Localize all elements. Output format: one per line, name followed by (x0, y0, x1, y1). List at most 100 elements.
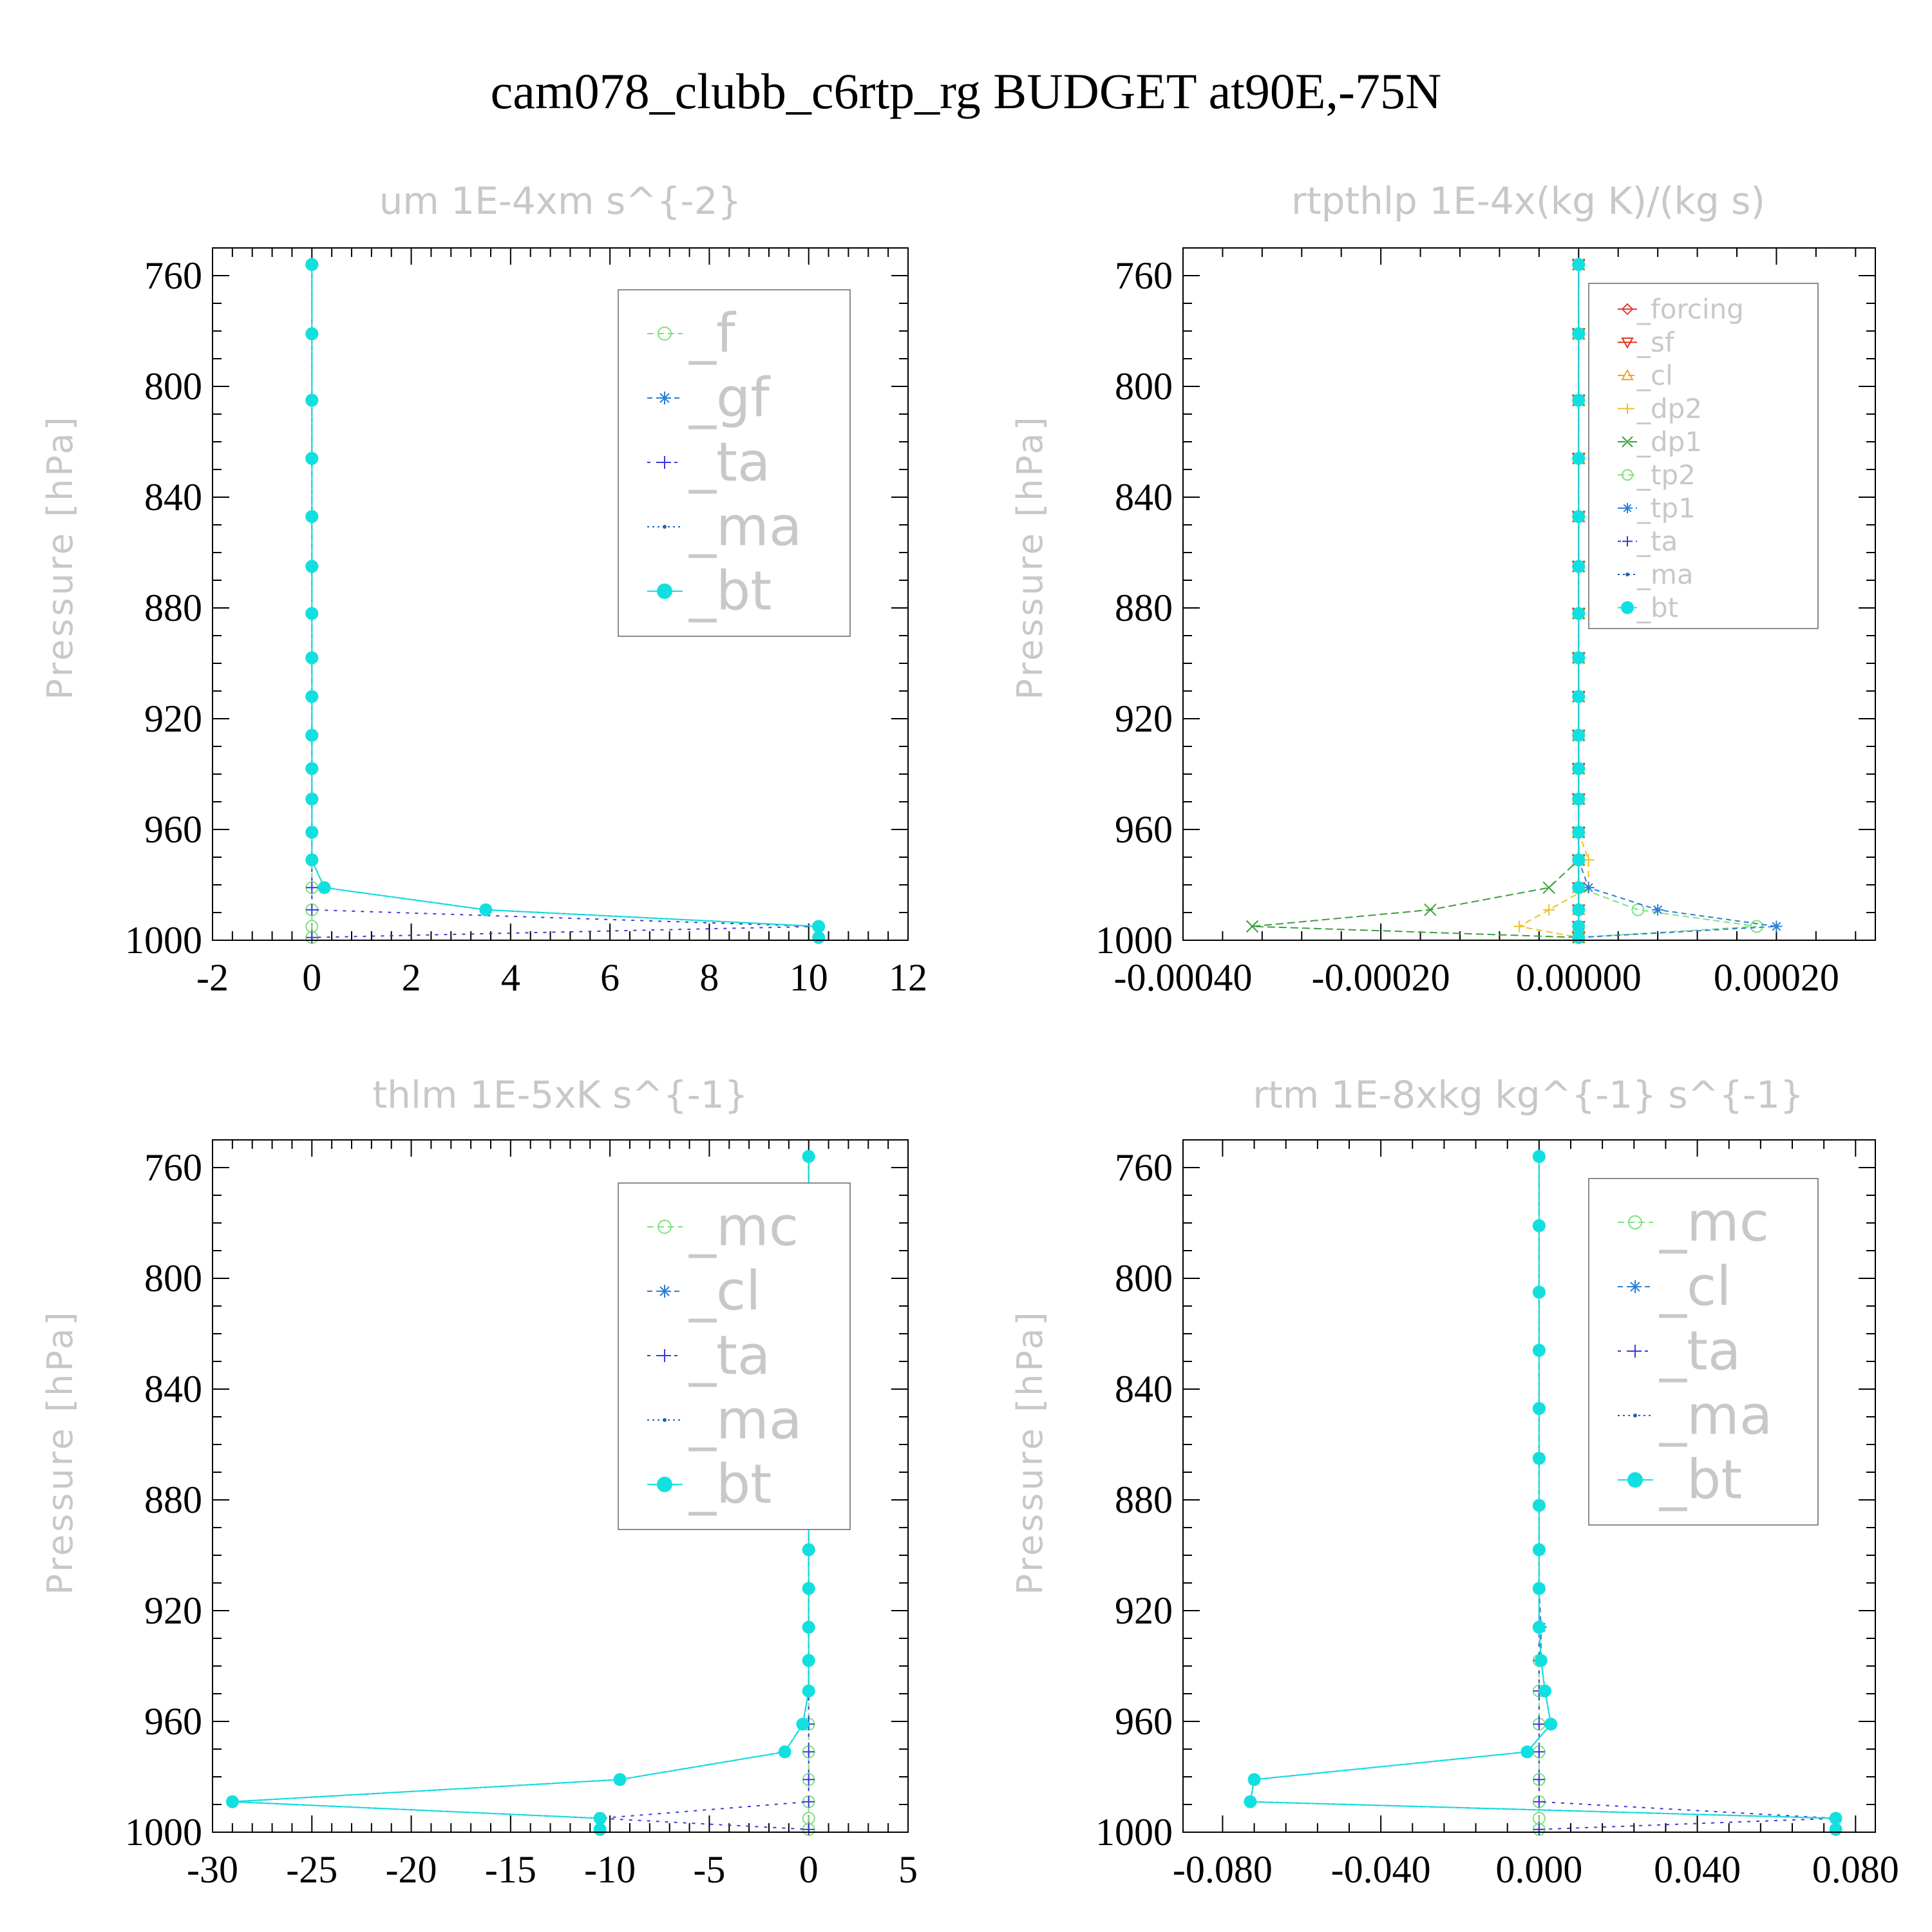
data-point (812, 931, 826, 944)
legend-label: _bt (1659, 1448, 1742, 1511)
x-tick-label: -0.00040 (1114, 956, 1253, 999)
legend: _forcing_sf_cl_dp2_dp1_tp2_tp1_ta_ma_bt (1588, 283, 1819, 629)
data-point (306, 904, 318, 916)
data-point (305, 853, 319, 867)
legend-label: _cl (1636, 359, 1673, 391)
data-point (1542, 881, 1555, 895)
legend-entry: _ma (1618, 558, 1694, 590)
data-point (1544, 1718, 1558, 1731)
data-point (1532, 1543, 1546, 1557)
x-tick-label: 0 (302, 956, 321, 999)
data-point (1572, 931, 1586, 944)
legend: _mc_cl_ta_ma_bt (1588, 1178, 1819, 1526)
legend-label: _ta (688, 1324, 770, 1387)
legend-label: _forcing (1636, 293, 1744, 325)
figure-title: cam078_clubb_c6rtp_rg BUDGET at90E,-75N (491, 63, 1442, 119)
x-tick-label: -0.00020 (1312, 956, 1450, 999)
x-tick-label: -20 (386, 1848, 437, 1891)
series-layer (1245, 257, 1783, 945)
plot-frame (212, 247, 909, 941)
series-dp1 (1245, 258, 1585, 944)
data-point (1533, 1774, 1545, 1786)
y-tick-label: 920 (144, 697, 202, 740)
legend-entry: _mc (647, 1195, 799, 1258)
legend: _f_gf_ta_ma_bt (618, 289, 851, 637)
legend-label: _tp2 (1636, 459, 1696, 491)
data-point (1572, 258, 1586, 271)
y-tick-label: 760 (144, 1146, 202, 1189)
data-point (479, 903, 493, 916)
legend-label: _dp2 (1636, 393, 1702, 424)
x-tick-label: -0.080 (1173, 1848, 1273, 1891)
x-tick-label: 0.00000 (1516, 956, 1642, 999)
legend-label: _dp1 (1636, 426, 1702, 457)
data-point (305, 651, 319, 665)
data-point (1572, 651, 1586, 665)
y-tick-label: 800 (144, 365, 202, 408)
axis-labels: 760 800 840 880 920 960 1000-2 0 2 4 6 8 10 12 (125, 254, 927, 999)
y-tick-label: 920 (144, 1589, 202, 1632)
series-layer (305, 258, 826, 944)
legend-label: _mc (1659, 1191, 1769, 1254)
data-point (1513, 920, 1526, 933)
y-tick-label: 800 (1115, 365, 1173, 408)
x-tick-label: 0.040 (1654, 1848, 1741, 1891)
y-tick-label: 920 (1115, 1589, 1173, 1632)
data-point (306, 882, 318, 894)
legend-label: _tp1 (1636, 492, 1696, 524)
legend-label: _bt (688, 1453, 772, 1516)
y-tick-label: 1000 (1095, 1811, 1173, 1853)
x-tick-label: 0 (799, 1848, 819, 1891)
y-tick-label: 1000 (125, 919, 202, 961)
legend-entry: _ta (1618, 1320, 1741, 1383)
data-point (593, 1823, 607, 1836)
x-tick-label: -25 (286, 1848, 337, 1891)
panel-title: rtpthlp 1E-4x(kg K)/(kg s) (1291, 179, 1765, 223)
data-point (802, 1654, 815, 1667)
y-tick-label: 960 (1115, 808, 1173, 851)
data-point (1543, 904, 1555, 916)
data-point (1533, 1746, 1545, 1758)
data-point (802, 1620, 815, 1634)
y-tick-label: 920 (1115, 697, 1173, 740)
data-point (1532, 1219, 1546, 1233)
y-tick-label: 880 (1115, 1479, 1173, 1521)
x-tick-label: 6 (600, 956, 620, 999)
y-tick-label: 800 (144, 1257, 202, 1300)
legend-label: _ta (1636, 526, 1678, 557)
legend-label: _cl (688, 1260, 761, 1323)
y-tick-label: 960 (1115, 1700, 1173, 1743)
y-tick-label: 960 (144, 1700, 202, 1743)
panel-rtpthlp: rtpthlp 1E-4x(kg K)/(kg s) Pressure [hPa… (1010, 179, 1876, 999)
x-tick-label: 10 (790, 956, 828, 999)
legend-entry: _tp1 (1618, 492, 1696, 524)
x-tick-label: 0.080 (1812, 1848, 1899, 1891)
plot-frame (1182, 1139, 1876, 1833)
data-point (812, 920, 826, 933)
legend-entry: _cl (1618, 1255, 1732, 1318)
legend-label: _ma (688, 495, 802, 558)
legend-label: _ma (688, 1388, 802, 1452)
legend-entry: _ma (647, 1388, 802, 1452)
legend-label: _gf (688, 366, 771, 430)
data-point (1534, 1654, 1548, 1667)
panel-thlm: thlm 1E-5xK s^{-1} Pressure [hPa] 760 800… (40, 1073, 918, 1891)
data-point (1539, 1684, 1552, 1698)
legend-entry: _sf (1618, 327, 1675, 358)
y-tick-label: 760 (144, 254, 202, 297)
data-point (1750, 920, 1763, 933)
legend-entry: _mc (1618, 1191, 1769, 1254)
data-point (1572, 881, 1586, 895)
data-point (317, 881, 331, 895)
series-layer (1244, 1150, 1842, 1836)
legend-entry: _dp1 (1618, 426, 1702, 457)
axis-labels: 760 800 840 880 920 960 1000-0.080 -0.040 0.000 0… (1095, 1146, 1899, 1891)
x-tick-label: -2 (196, 956, 229, 999)
legend-label: _bt (688, 560, 772, 623)
legend-entry: _gf (647, 366, 771, 430)
legend-label: _ta (1659, 1320, 1741, 1383)
plot-frame (1182, 247, 1876, 941)
data-point (305, 258, 319, 271)
series-bt (1572, 258, 1586, 944)
data-point (1572, 920, 1586, 933)
